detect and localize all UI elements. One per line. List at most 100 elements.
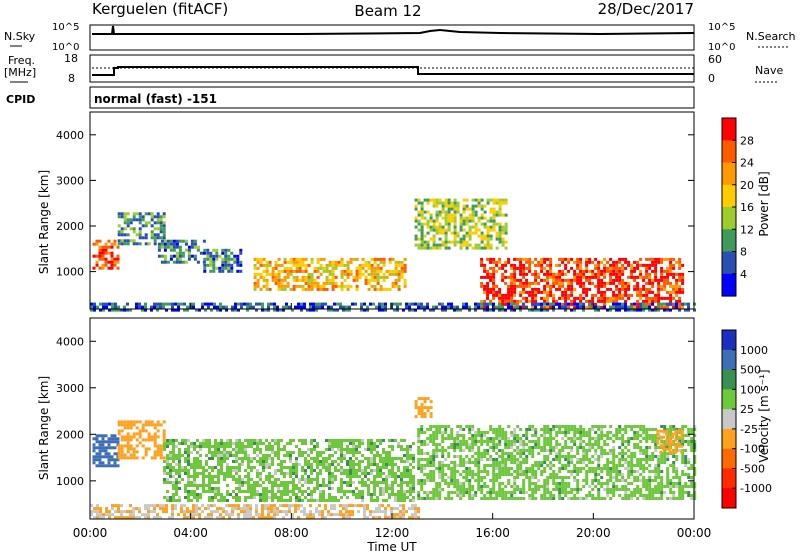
- data-cell: [489, 260, 493, 264]
- data-cell: [153, 305, 156, 309]
- data-cell: [582, 305, 585, 309]
- data-cell: [217, 478, 220, 481]
- data-cell: [340, 287, 344, 291]
- data-cell: [295, 487, 298, 490]
- data-cell: [648, 485, 652, 488]
- data-cell: [675, 260, 679, 264]
- data-cell: [259, 263, 263, 267]
- data-cell: [193, 493, 196, 496]
- data-cell: [429, 437, 433, 440]
- date-title: 28/Dec/2017: [598, 0, 694, 18]
- data-cell: [486, 284, 490, 288]
- data-cell: [489, 266, 493, 270]
- data-cell: [110, 251, 114, 255]
- data-cell: [187, 493, 190, 496]
- data-cell: [241, 481, 244, 484]
- data-cell: [117, 242, 121, 246]
- data-cell: [501, 293, 505, 297]
- data-cell: [540, 305, 543, 309]
- data-cell: [104, 260, 108, 264]
- data-cell: [348, 308, 351, 312]
- data-cell: [459, 464, 463, 467]
- data-cell: [441, 425, 445, 428]
- data-cell: [116, 458, 120, 462]
- data-cell: [178, 451, 181, 454]
- data-cell: [169, 242, 173, 246]
- data-cell: [627, 497, 631, 500]
- data-cell: [534, 491, 538, 494]
- data-cell: [519, 470, 523, 473]
- data-cell: [280, 493, 283, 496]
- data-cell: [208, 484, 211, 487]
- data-cell: [349, 442, 352, 445]
- data-cell: [564, 296, 568, 300]
- data-cell: [546, 299, 550, 303]
- data-cell: [525, 431, 529, 434]
- data-cell: [355, 487, 358, 490]
- data-cell: [588, 470, 592, 473]
- data-cell: [579, 263, 583, 267]
- data-cell: [420, 222, 424, 226]
- data-cell: [636, 434, 640, 437]
- data-cell: [645, 257, 649, 261]
- data-cell: [615, 296, 619, 300]
- data-cell: [126, 239, 130, 243]
- data-cell: [432, 204, 436, 208]
- data-cell: [247, 496, 250, 499]
- data-cell: [474, 228, 478, 232]
- data-cell: [208, 445, 211, 448]
- data-cell: [642, 467, 646, 470]
- data-cell: [331, 454, 334, 457]
- data-cell: [318, 302, 321, 306]
- data-cell: [669, 284, 673, 288]
- data-cell: [123, 305, 126, 309]
- data-cell: [633, 266, 637, 270]
- data-cell: [417, 449, 421, 452]
- data-cell: [328, 487, 331, 490]
- data-cell: [492, 491, 496, 494]
- data-cell: [229, 472, 232, 475]
- data-cell: [132, 212, 136, 216]
- data-cell: [549, 440, 553, 443]
- data-cell: [531, 464, 535, 467]
- data-cell: [645, 437, 649, 440]
- data-cell: [579, 299, 583, 303]
- data-cell: [591, 494, 595, 497]
- data-cell: [594, 266, 598, 270]
- data-cell: [645, 485, 649, 488]
- data-cell: [247, 463, 250, 466]
- data-cell: [441, 473, 445, 476]
- data-cell: [687, 491, 691, 494]
- data-cell: [669, 257, 673, 261]
- data-cell: [594, 284, 598, 288]
- data-cell: [214, 451, 217, 454]
- data-cell: [330, 305, 333, 309]
- data-cell: [304, 269, 308, 273]
- data-cell: [561, 296, 565, 300]
- data-cell: [123, 420, 127, 424]
- data-cell: [337, 263, 341, 267]
- data-cell: [186, 305, 189, 309]
- data-cell: [645, 281, 649, 285]
- data-cell: [328, 481, 331, 484]
- data-cell: [226, 457, 229, 460]
- data-cell: [513, 272, 517, 276]
- data-cell: [220, 445, 223, 448]
- data-cell: [444, 482, 448, 485]
- data-cell: [690, 440, 694, 443]
- data-cell: [259, 463, 262, 466]
- data-cell: [414, 403, 418, 407]
- data-cell: [313, 278, 317, 282]
- data-cell: [178, 460, 181, 463]
- data-cell: [519, 461, 523, 464]
- data-cell: [400, 457, 403, 460]
- data-cell: [190, 445, 193, 448]
- data-cell: [459, 488, 463, 491]
- data-cell: [95, 464, 99, 468]
- data-cell: [432, 449, 436, 452]
- data-cell: [364, 481, 367, 484]
- data-cell: [400, 472, 403, 475]
- data-cell: [477, 440, 481, 443]
- data-cell: [612, 482, 616, 485]
- data-cell: [585, 257, 589, 261]
